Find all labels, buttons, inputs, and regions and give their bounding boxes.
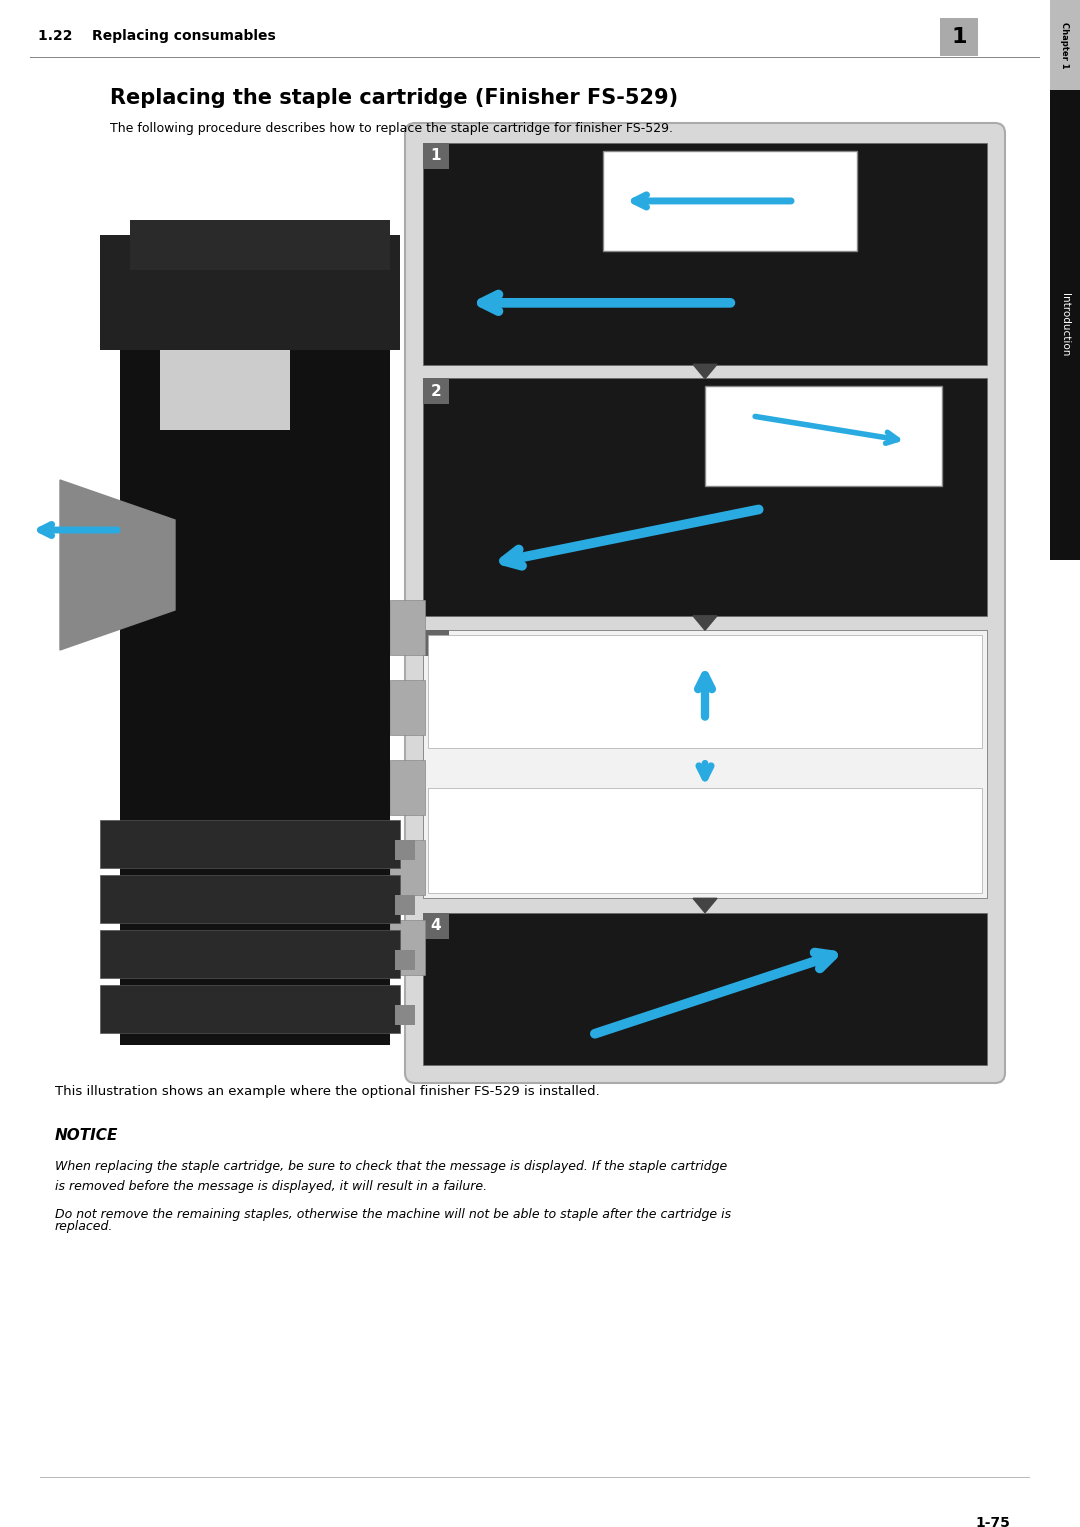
Text: 2: 2 (431, 383, 442, 399)
Polygon shape (693, 365, 717, 379)
Bar (100, 930, 400, 977)
Bar (423, 631, 449, 657)
Bar (423, 631, 987, 898)
Text: Introduction: Introduction (1059, 293, 1070, 357)
Bar (604, 151, 858, 250)
Bar (390, 760, 426, 815)
Text: This illustration shows an example where the optional finisher FS-529 is install: This illustration shows an example where… (55, 1086, 599, 1098)
FancyBboxPatch shape (405, 124, 1005, 1083)
Bar (428, 635, 982, 748)
Polygon shape (693, 615, 717, 631)
Bar (395, 1005, 415, 1025)
Text: 3: 3 (431, 635, 442, 651)
Bar (100, 985, 400, 1032)
Bar (423, 144, 987, 365)
Bar (390, 840, 426, 895)
Text: 1: 1 (951, 27, 967, 47)
Bar (100, 875, 400, 922)
Text: NOTICE: NOTICE (55, 1128, 119, 1144)
Bar (940, 18, 978, 56)
Text: replaced.: replaced. (55, 1220, 113, 1232)
Bar (423, 913, 987, 1064)
Text: Replacing the staple cartridge (Finisher FS-529): Replacing the staple cartridge (Finisher… (110, 89, 678, 108)
Bar (423, 379, 449, 405)
Text: is removed before the message is displayed, it will result in a failure.: is removed before the message is display… (55, 1180, 487, 1193)
Bar (100, 235, 400, 350)
Bar (390, 919, 426, 976)
Bar (1050, 90, 1080, 560)
Polygon shape (60, 479, 175, 651)
Bar (100, 820, 400, 867)
Bar (130, 220, 390, 270)
Text: When replacing the staple cartridge, be sure to check that the message is displa: When replacing the staple cartridge, be … (55, 1161, 727, 1173)
Bar (390, 600, 426, 655)
Text: 1-75: 1-75 (975, 1516, 1010, 1527)
Bar (705, 386, 942, 486)
Text: 1.22    Replacing consumables: 1.22 Replacing consumables (38, 29, 275, 43)
Bar (395, 950, 415, 970)
Bar (120, 341, 390, 1044)
Bar (160, 350, 291, 431)
Bar (390, 680, 426, 734)
Bar (1050, 0, 1080, 90)
Text: Do not remove the remaining staples, otherwise the machine will not be able to s: Do not remove the remaining staples, oth… (55, 1208, 731, 1222)
Text: 4: 4 (431, 919, 442, 933)
Bar (423, 379, 987, 615)
Bar (395, 895, 415, 915)
Bar (395, 840, 415, 860)
Text: Chapter 1: Chapter 1 (1061, 21, 1069, 69)
Bar (428, 788, 982, 893)
Bar (423, 144, 449, 169)
Text: The following procedure describes how to replace the staple cartridge for finish: The following procedure describes how to… (110, 122, 673, 134)
Text: 1: 1 (431, 148, 442, 163)
Bar (423, 913, 449, 939)
Polygon shape (693, 898, 717, 913)
